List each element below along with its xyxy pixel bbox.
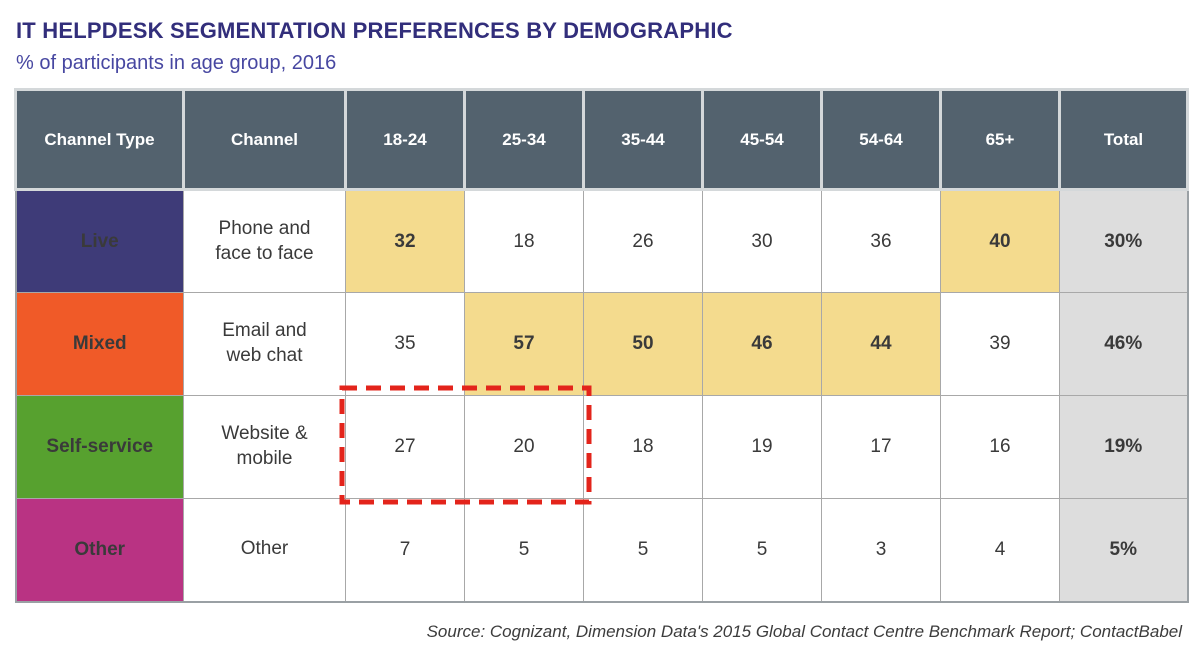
col-header-channel-type: Channel Type [14,88,185,191]
col-header-total: Total [1058,88,1189,191]
value-cell: 19 [702,395,822,499]
row-label-self-service: Self-service [15,395,184,499]
col-header-35-44: 35-44 [582,88,704,191]
row-label-other: Other [15,498,184,602]
value-cell: 5 [464,498,584,602]
value-cell: 5 [702,498,822,602]
source-attribution: Source: Cognizant, Dimension Data's 2015… [426,621,1182,641]
value-cell: 27 [345,395,465,499]
value-cell: 18 [583,395,703,499]
total-cell-mixed: 46% [1059,292,1188,396]
total-cell-self-service: 19% [1059,395,1188,499]
table-row-mixed: Mixed Email and web chat 35 57 50 46 44 … [15,292,1188,396]
value-cell: 3 [821,498,941,602]
row-label-live: Live [15,189,184,293]
value-cell: 4 [940,498,1060,602]
value-cell: 36 [821,189,941,293]
value-cell: 39 [940,292,1060,396]
segmentation-table-container: Channel Type Channel 18-24 25-34 35-44 4… [14,88,1189,603]
col-header-45-54: 45-54 [701,88,823,191]
value-cell: 50 [583,292,703,396]
value-cell: 16 [940,395,1060,499]
value-cell: 46 [702,292,822,396]
value-cell: 26 [583,189,703,293]
col-header-channel: Channel [182,88,347,191]
col-header-18-24: 18-24 [344,88,466,191]
channel-cell-mixed: Email and web chat [183,292,346,396]
value-cell: 40 [940,189,1060,293]
infographic-page: IT HELPDESK SEGMENTATION PREFERENCES BY … [14,18,1189,641]
channel-cell-live: Phone and face to face [183,189,346,293]
value-cell: 32 [345,189,465,293]
page-title: IT HELPDESK SEGMENTATION PREFERENCES BY … [16,18,733,43]
channel-cell-other: Other [183,498,346,602]
channel-cell-self-service: Website & mobile [183,395,346,499]
value-cell: 5 [583,498,703,602]
page-subtitle: % of participants in age group, 2016 [16,52,337,74]
value-cell: 20 [464,395,584,499]
value-cell: 17 [821,395,941,499]
col-header-65plus: 65+ [939,88,1061,191]
header-row: Channel Type Channel 18-24 25-34 35-44 4… [14,88,1189,191]
table-row-other: Other Other 7 5 5 5 3 4 5% [15,498,1188,602]
row-label-mixed: Mixed [15,292,184,396]
segmentation-table: Channel Type Channel 18-24 25-34 35-44 4… [14,88,1189,603]
total-cell-live: 30% [1059,189,1188,293]
table-row-self-service: Self-service Website & mobile 27 20 18 1… [15,395,1188,499]
value-cell: 57 [464,292,584,396]
value-cell: 44 [821,292,941,396]
col-header-25-34: 25-34 [463,88,585,191]
table-row-live: Live Phone and face to face 32 18 26 30 … [15,189,1188,293]
value-cell: 35 [345,292,465,396]
value-cell: 18 [464,189,584,293]
value-cell: 7 [345,498,465,602]
col-header-54-64: 54-64 [820,88,942,191]
total-cell-other: 5% [1059,498,1188,602]
value-cell: 30 [702,189,822,293]
